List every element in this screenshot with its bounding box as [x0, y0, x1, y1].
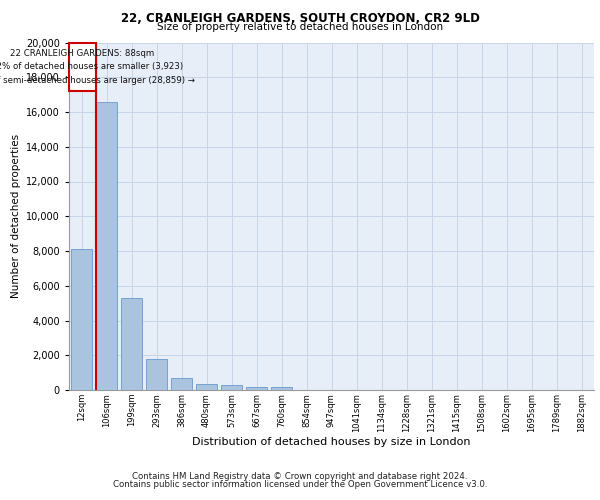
Text: Contains public sector information licensed under the Open Government Licence v3: Contains public sector information licen… [113, 480, 487, 489]
Bar [171, 378, 192, 390]
Text: 22, CRANLEIGH GARDENS, SOUTH CROYDON, CR2 9LD: 22, CRANLEIGH GARDENS, SOUTH CROYDON, CR… [121, 12, 479, 26]
Bar [96, 102, 117, 390]
FancyBboxPatch shape [69, 42, 96, 91]
Text: Size of property relative to detached houses in London: Size of property relative to detached ho… [157, 22, 443, 32]
Bar [146, 358, 167, 390]
Bar [196, 384, 217, 390]
Bar [246, 386, 267, 390]
Text: 22 CRANLEIGH GARDENS: 88sqm
← 12% of detached houses are smaller (3,923)
88% of : 22 CRANLEIGH GARDENS: 88sqm ← 12% of det… [0, 49, 195, 84]
Bar [121, 298, 142, 390]
Text: Contains HM Land Registry data © Crown copyright and database right 2024.: Contains HM Land Registry data © Crown c… [132, 472, 468, 481]
Bar [221, 385, 242, 390]
Y-axis label: Number of detached properties: Number of detached properties [11, 134, 20, 298]
X-axis label: Distribution of detached houses by size in London: Distribution of detached houses by size … [192, 438, 471, 448]
Bar [271, 387, 292, 390]
Bar [71, 250, 92, 390]
